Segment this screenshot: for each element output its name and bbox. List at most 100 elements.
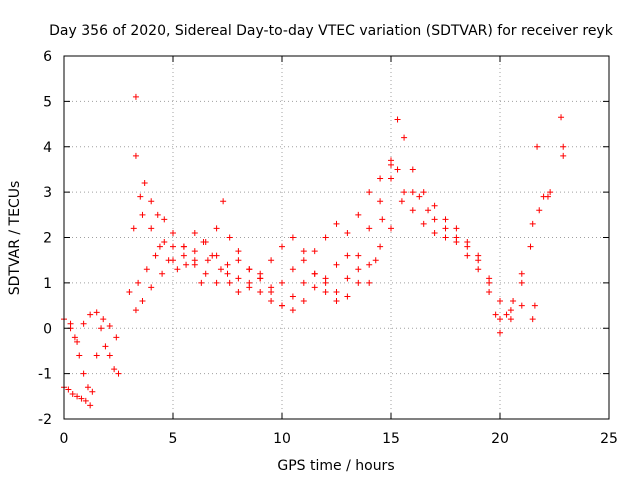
data-point-track-e <box>152 252 159 259</box>
data-point-track-b <box>87 402 94 409</box>
data-point-outliers <box>560 143 567 150</box>
data-point-track-e <box>394 116 401 123</box>
data-point-track-f <box>442 225 449 232</box>
data-point-outliers <box>531 302 538 309</box>
y-tick-label: 1 <box>43 276 52 292</box>
data-point-track-a <box>93 309 100 316</box>
data-point-track-d <box>161 216 168 223</box>
data-point-track-c <box>80 370 87 377</box>
data-point-track-c <box>98 325 105 332</box>
data-point-track-d <box>130 225 137 232</box>
data-point-track-c <box>102 343 109 350</box>
data-point-track-g <box>322 279 329 286</box>
data-point-track-c <box>106 352 113 359</box>
data-point-track-a <box>80 320 87 327</box>
data-point-track-d <box>401 189 408 196</box>
data-point-track-g <box>139 298 146 305</box>
data-point-track-g <box>300 279 307 286</box>
data-point-track-f <box>497 298 503 305</box>
x-axis-ticks: 0 5 10 15 20 25 <box>60 56 618 447</box>
data-point-track-g <box>388 175 394 182</box>
data-point-track-d <box>394 166 401 173</box>
data-point-track-e <box>220 198 227 205</box>
data-point-track-f <box>431 216 438 223</box>
data-point-track-d <box>148 198 155 205</box>
data-point-track-f <box>279 243 285 250</box>
data-point-track-g <box>213 252 220 259</box>
data-point-track-c <box>111 366 118 373</box>
data-point-track-c <box>84 384 91 391</box>
data-point-track-g <box>235 275 242 282</box>
data-point-track-f <box>518 302 525 309</box>
data-point-track-e <box>198 279 205 286</box>
data-point-track-d <box>224 270 231 277</box>
data-point-track-d <box>235 257 242 264</box>
data-point-track-d <box>289 266 296 273</box>
data-point-track-e <box>527 243 534 250</box>
data-point-outliers <box>132 93 139 100</box>
data-point-track-d <box>154 211 161 218</box>
y-tick-label: 2 <box>43 231 52 247</box>
data-point-track-g <box>268 298 275 305</box>
data-point-track-d <box>366 189 373 196</box>
x-tick-label: 25 <box>600 431 618 447</box>
data-point-track-f <box>507 316 514 323</box>
data-point-outliers <box>529 316 536 323</box>
data-point-track-g <box>355 252 362 259</box>
data-point-track-d <box>279 279 285 286</box>
data-point-track-g <box>246 279 253 286</box>
data-point-track-a <box>113 334 120 341</box>
data-point-track-c <box>115 370 122 377</box>
data-point-track-e <box>235 248 242 255</box>
data-point-track-d <box>497 316 503 323</box>
y-axis-ticks: -2 -1 0 1 2 3 4 5 6 <box>38 49 609 428</box>
data-point-track-e <box>213 225 220 232</box>
x-tick-label: 10 <box>273 431 291 447</box>
data-point-track-d <box>420 220 427 227</box>
data-point-track-e <box>333 261 340 268</box>
data-point-track-d <box>180 252 187 259</box>
data-point-outliers <box>534 143 541 150</box>
data-point-track-d <box>409 207 416 214</box>
data-point-track-b <box>78 395 85 402</box>
data-point-track-e <box>388 157 394 164</box>
grid-lines <box>64 56 609 419</box>
data-point-track-b <box>82 397 89 404</box>
data-point-track-d <box>442 234 449 241</box>
data-point-track-e <box>191 261 198 268</box>
data-point-track-f <box>226 279 233 286</box>
x-axis-label: GPS time / hours <box>277 458 394 474</box>
data-point-track-f <box>183 261 190 268</box>
data-point-track-d <box>464 252 471 259</box>
data-point-track-f <box>409 189 416 196</box>
data-point-track-a <box>100 316 107 323</box>
data-point-track-c <box>93 352 100 359</box>
data-point-outliers <box>560 152 567 159</box>
data-point-track-e <box>170 229 176 236</box>
data-point-track-g <box>279 302 285 309</box>
data-point-track-g <box>159 270 166 277</box>
data-point-track-d <box>355 211 362 218</box>
data-point-track-e <box>503 311 510 318</box>
data-point-track-f <box>235 288 242 295</box>
data-point-track-d <box>486 288 493 295</box>
y-tick-label: 6 <box>43 49 52 65</box>
data-point-track-d <box>202 270 209 277</box>
data-point-track-f <box>156 243 163 250</box>
data-point-track-g <box>311 270 318 277</box>
data-point-track-d <box>126 288 133 295</box>
data-point-track-g <box>132 307 139 314</box>
data-point-track-g <box>333 288 340 295</box>
x-tick-label: 0 <box>60 431 69 447</box>
data-point-track-e <box>355 266 362 273</box>
data-point-track-f <box>344 293 351 300</box>
data-point-track-e <box>268 288 275 295</box>
data-point-track-d <box>137 193 144 200</box>
data-point-track-d <box>547 189 554 196</box>
data-point-track-c <box>67 320 74 327</box>
data-point-track-g <box>289 293 296 300</box>
data-point-track-d <box>507 307 514 314</box>
data-point-track-d <box>300 257 307 264</box>
data-point-track-g <box>202 239 209 246</box>
data-point-track-a <box>74 338 81 345</box>
